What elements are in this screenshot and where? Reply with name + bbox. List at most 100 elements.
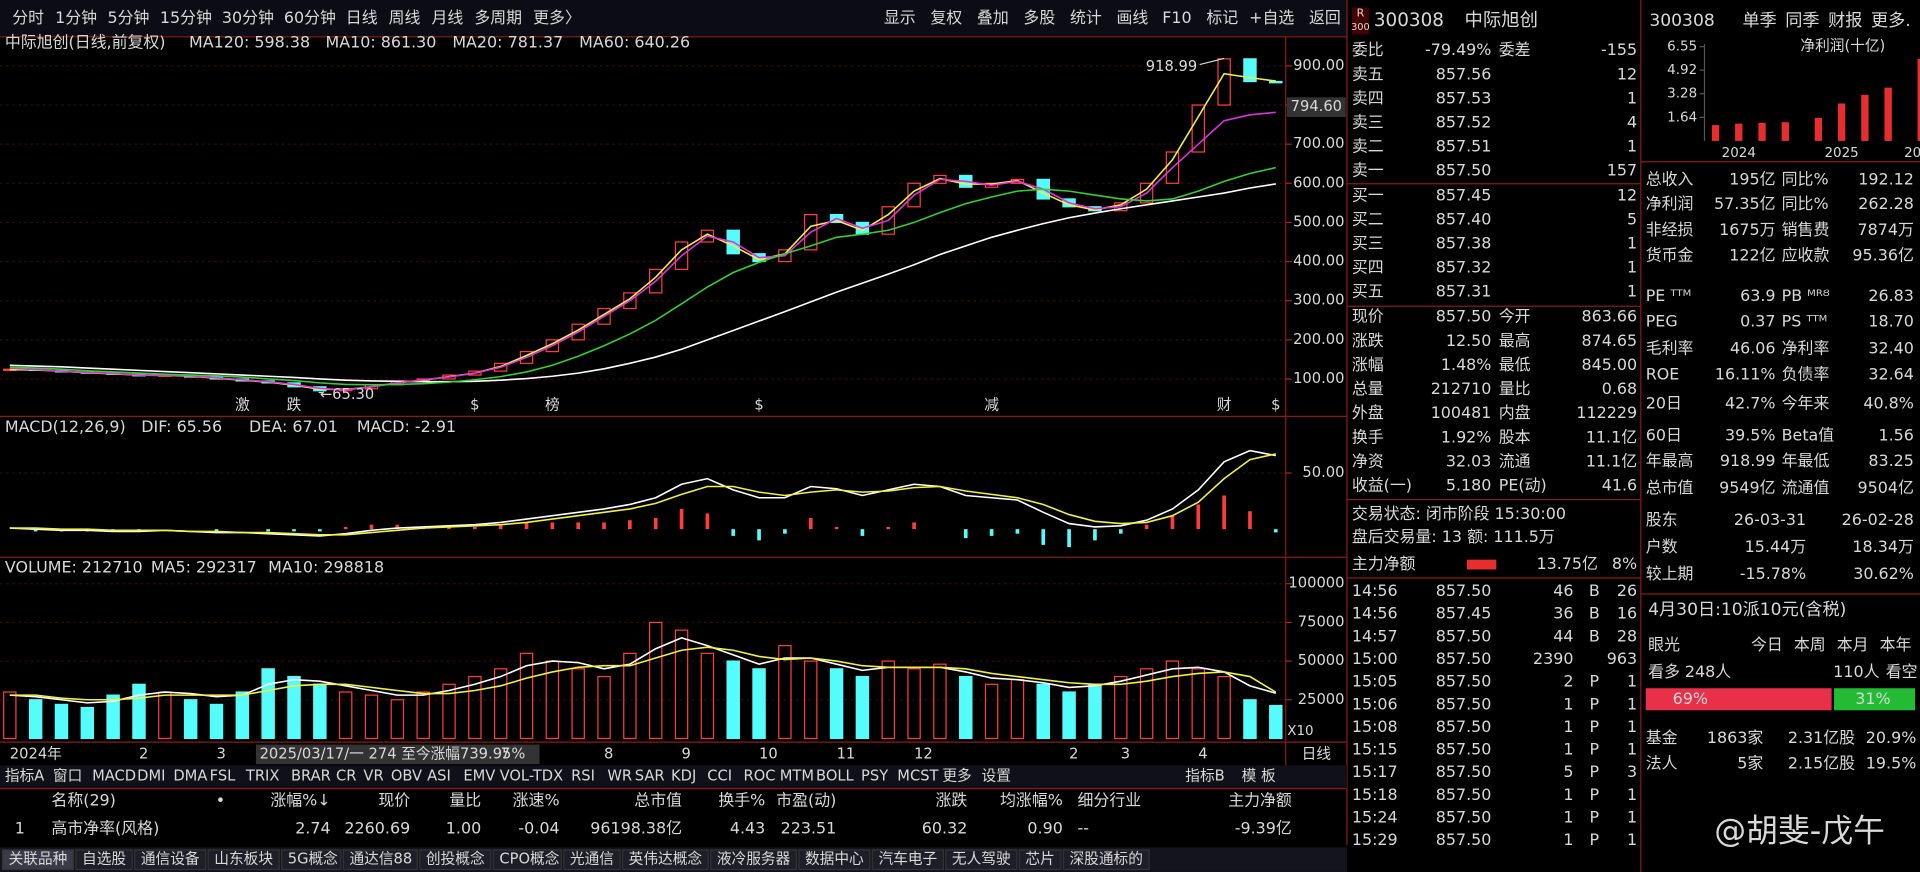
table-header[interactable]: 细分行业 (1078, 790, 1142, 809)
indicator-tab[interactable]: CCI (707, 767, 732, 784)
bottom-tab[interactable]: 光通信 (570, 851, 614, 868)
period-tab[interactable]: 月线 (432, 8, 464, 27)
indicator-tab[interactable]: OBV (391, 767, 422, 784)
bottom-tab[interactable]: 汽车电子 (878, 851, 937, 868)
period-tab[interactable]: 30分钟 (222, 8, 274, 27)
view-tab[interactable]: 今日 (1751, 635, 1783, 654)
tool-button[interactable]: 显示 (884, 8, 916, 27)
event-marker[interactable]: 减 (984, 396, 999, 413)
indicator-tab[interactable]: PSY (861, 767, 888, 784)
view-tab[interactable]: 本月 (1837, 635, 1869, 654)
bottom-tab[interactable]: 英伟达概念 (629, 850, 703, 868)
indicator-tab[interactable]: 窗口 (53, 766, 82, 784)
indicator-tab[interactable]: FSL (210, 767, 237, 784)
period-tab[interactable]: 日线 (346, 8, 378, 27)
dividend[interactable]: 4月30日:10派10元(含税) (1648, 600, 1846, 620)
indicator-tab[interactable]: CR (336, 767, 356, 784)
finance-tab[interactable]: 单季 (1742, 11, 1776, 31)
event-marker[interactable]: 激 (235, 396, 250, 413)
period-tab[interactable]: 更多〉 (533, 8, 581, 27)
event-marker[interactable]: 财 (1217, 396, 1232, 413)
fin-value: 63.9 (1740, 286, 1775, 305)
indicator-tab[interactable]: VR (363, 767, 383, 784)
bottom-tab[interactable]: 通达信88 (349, 851, 412, 868)
bottom-tab[interactable]: 液冷服务器 (717, 851, 791, 868)
period-tab[interactable]: 周线 (389, 8, 421, 27)
view-tab[interactable]: 本年 (1880, 635, 1912, 654)
view-tab[interactable]: 本周 (1794, 635, 1826, 654)
indicator-tab[interactable]: DMI (137, 767, 165, 784)
table-header[interactable]: 涨速% (513, 790, 560, 809)
indicator-tab[interactable]: MACD (92, 767, 136, 784)
tool-button[interactable]: 统计 (1070, 8, 1102, 27)
indicator-tab[interactable]: 指标A (5, 767, 44, 784)
indicator-tab[interactable]: ROC (744, 767, 776, 784)
period-tab[interactable]: 分时 (12, 8, 44, 27)
tool-button[interactable]: 多股 (1023, 8, 1055, 27)
table-header[interactable]: 量比 (449, 790, 481, 809)
table-header[interactable]: 换手% (718, 790, 765, 809)
indicator-tab[interactable]: 设置 (982, 767, 1011, 784)
table-header[interactable]: 总市值 (634, 790, 682, 809)
bottom-tab[interactable]: 山东板块 (214, 850, 273, 868)
bottom-tab[interactable]: CPO概念 (499, 850, 559, 868)
table-header[interactable]: 涨跌 (936, 790, 968, 809)
bottom-tab[interactable]: 自选股 (82, 851, 126, 868)
indicator-tab[interactable]: BRAR (291, 767, 331, 784)
event-marker[interactable]: $ (1271, 396, 1280, 413)
period-tab[interactable]: 60分钟 (284, 8, 336, 27)
tool-button[interactable]: 画线 (1116, 8, 1148, 27)
tool-button[interactable]: 复权 (930, 8, 962, 27)
bottom-tab[interactable]: 通信设备 (141, 851, 200, 868)
indicator-tab[interactable]: TRIX (245, 767, 280, 784)
tool-button[interactable]: +自选 (1249, 8, 1294, 27)
indicator-tab[interactable]: 指标B (1185, 767, 1224, 784)
table-header[interactable]: 现价 (378, 790, 410, 809)
indicator-tab[interactable]: WR (607, 767, 632, 784)
table-header[interactable]: 均涨幅% (1000, 790, 1063, 809)
table-header[interactable]: 市盈(动) (776, 790, 836, 809)
indicator-tab[interactable]: 更多 (942, 767, 971, 784)
period-tab[interactable]: 1分钟 (55, 8, 97, 27)
period-tab[interactable]: 5分钟 (108, 8, 150, 27)
period-tab[interactable]: 15分钟 (160, 8, 212, 27)
indicator-tab[interactable]: KDJ (671, 767, 696, 784)
bottom-tab[interactable]: 关联品种 (9, 851, 68, 868)
indicator-tab[interactable]: BOLL (816, 767, 855, 784)
finance-tab[interactable]: 财报 (1828, 11, 1862, 31)
tool-button[interactable]: 标记 (1206, 8, 1238, 27)
event-marker[interactable]: $ (754, 396, 763, 413)
event-marker[interactable]: 榜 (545, 396, 560, 413)
indicator-tab[interactable]: VOL-TDX (500, 767, 564, 784)
indicator-tab[interactable]: MCST (897, 767, 939, 784)
bottom-tab[interactable]: 芯片 (1025, 851, 1054, 868)
indicator-tab[interactable]: MTM (780, 767, 814, 784)
candle (881, 206, 895, 235)
indicator-tab[interactable]: 模 板 (1242, 766, 1276, 784)
tool-button[interactable]: F10 (1162, 8, 1191, 27)
bottom-tab[interactable]: 5G概念 (288, 850, 338, 868)
event-marker[interactable]: 跌 (287, 396, 302, 413)
bottom-tab[interactable]: 创投概念 (426, 850, 485, 868)
axis-corner[interactable]: 日线 (1302, 745, 1332, 762)
indicator-tab[interactable]: SAR (635, 767, 665, 784)
period-tab[interactable]: 多周期 (474, 8, 522, 27)
event-marker[interactable]: $ (470, 396, 479, 413)
table-header[interactable]: 主力净额 (1228, 790, 1292, 809)
bottom-tab[interactable]: 无人驾驶 (952, 851, 1011, 868)
finance-tab[interactable]: 更多. (1871, 11, 1911, 31)
indicator-tab[interactable]: ASI (427, 767, 451, 784)
table-header[interactable]: 名称(29) (51, 790, 115, 809)
tool-button[interactable]: 返回 (1309, 8, 1341, 27)
table-header[interactable]: 涨幅%↓ (270, 790, 330, 809)
bottom-tab[interactable]: 数据中心 (805, 851, 864, 868)
bottom-tab[interactable]: 深股通标的 (1069, 851, 1142, 868)
indicator-tab[interactable]: RSI (571, 767, 595, 784)
view-tab[interactable]: 眼光 (1648, 635, 1680, 654)
table-header[interactable]: • (216, 790, 225, 809)
line-series (9, 166, 1276, 386)
tool-button[interactable]: 叠加 (977, 8, 1009, 27)
indicator-tab[interactable]: EMV (463, 767, 495, 784)
finance-tab[interactable]: 同季 (1785, 11, 1819, 31)
indicator-tab[interactable]: DMA (173, 767, 207, 784)
